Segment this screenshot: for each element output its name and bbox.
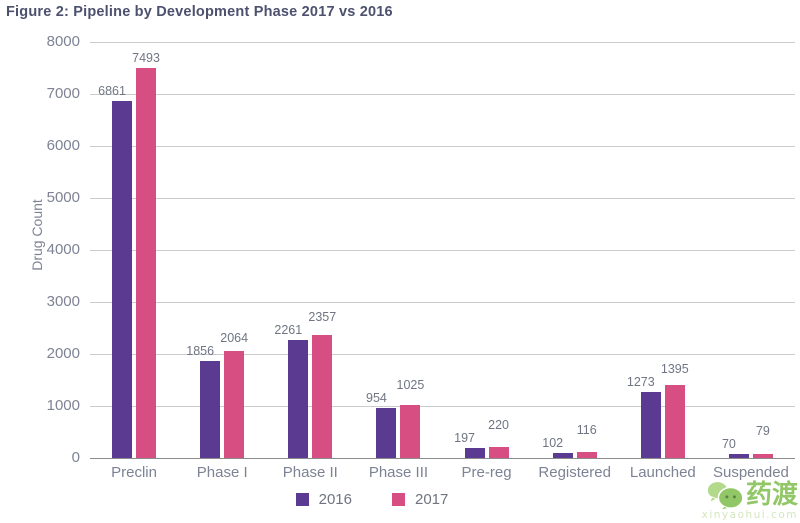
bar-2017-registered (576, 451, 597, 458)
x-category-label: Launched (629, 464, 696, 481)
bar-2017-preclin (136, 68, 157, 458)
legend-swatch-2016 (295, 493, 309, 506)
legend-label-2016: 2016 (318, 491, 352, 508)
bar-value-label: 6861 (98, 84, 126, 99)
gridline (90, 146, 795, 147)
legend-item-2017: 2017 (392, 491, 448, 508)
bar-2017-phase-ii (312, 335, 333, 458)
bar-value-label: 954 (366, 391, 387, 406)
y-tick-label: 8000 (46, 33, 80, 50)
bar-2016-phase-iii (376, 408, 397, 458)
gridline (90, 42, 795, 43)
bar-value-label: 7493 (132, 51, 160, 66)
bar-2016-preclin (112, 101, 133, 458)
bar-value-label: 79 (755, 424, 770, 439)
gridline (90, 250, 795, 251)
bar-value-label: 1856 (186, 344, 215, 359)
chart-title: Figure 2: Pipeline by Development Phase … (6, 4, 393, 20)
legend-label-2017: 2017 (415, 491, 449, 508)
x-category-label: Pre-reg (461, 464, 512, 481)
bar-value-label: 2357 (308, 310, 337, 325)
y-tick-label: 4000 (46, 241, 80, 258)
x-category-label: Phase II (282, 464, 338, 481)
bar-2016-pre-reg (464, 447, 485, 458)
bar-2017-suspended (752, 453, 773, 458)
gridline (90, 198, 795, 199)
y-tick-label: 7000 (46, 85, 80, 102)
bar-value-label: 1025 (396, 378, 425, 393)
bar-2017-phase-iii (400, 404, 421, 458)
chart-legend: 2016 2017 (0, 491, 744, 508)
y-tick-label: 3000 (46, 293, 80, 310)
bar-value-label: 1273 (626, 374, 655, 389)
bar-value-label: 197 (454, 430, 475, 445)
bar-2016-launched (640, 391, 661, 458)
y-tick-label: 1000 (46, 397, 80, 414)
x-category-label: Phase I (196, 464, 248, 481)
bar-value-label: 116 (576, 422, 597, 437)
x-category-label: Suspended (712, 464, 789, 481)
gridline (90, 406, 795, 407)
bar-2016-phase-ii (288, 340, 309, 458)
legend-swatch-2017 (392, 493, 405, 506)
bar-2016-suspended (728, 454, 749, 458)
bar-value-label: 70 (721, 437, 736, 452)
x-category-label: Preclin (111, 464, 157, 481)
y-tick-label: 6000 (46, 137, 80, 154)
bar-value-label: 2064 (220, 331, 249, 346)
bar-2017-launched (664, 385, 685, 458)
bar-2016-registered (552, 452, 573, 458)
bar-2017-pre-reg (488, 446, 509, 458)
x-axis-line (90, 458, 795, 459)
legend-item-2016: 2016 (295, 491, 352, 508)
y-tick-label: 5000 (46, 189, 80, 206)
gridline (90, 302, 795, 303)
bar-2016-phase-i (200, 361, 221, 458)
gridline (90, 354, 795, 355)
bar-value-label: 2261 (274, 323, 303, 338)
bar-value-label: 1395 (660, 361, 689, 376)
bar-2017-phase-i (224, 350, 245, 458)
gridline (90, 94, 795, 95)
x-category-label: Registered (538, 464, 611, 481)
y-tick-label: 2000 (46, 345, 80, 362)
y-tick-label: 0 (71, 449, 80, 466)
bar-value-label: 220 (488, 417, 509, 432)
bar-value-label: 102 (542, 435, 564, 450)
x-category-label: Phase III (368, 464, 429, 481)
